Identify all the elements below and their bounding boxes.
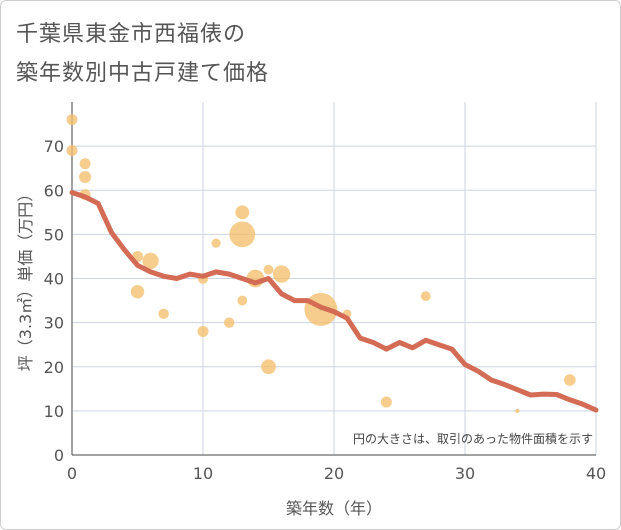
scatter-point bbox=[380, 396, 392, 408]
x-tick-label: 20 bbox=[324, 464, 344, 483]
x-tick-label: 0 bbox=[67, 464, 77, 483]
scatter-point bbox=[515, 408, 520, 414]
scatter-point bbox=[237, 295, 248, 306]
y-tick-label: 50 bbox=[44, 225, 64, 244]
y-tick-label: 10 bbox=[44, 402, 64, 421]
scatter-point bbox=[211, 238, 221, 248]
series-line-average bbox=[69, 190, 599, 413]
chart-title-line-1: 千葉県東金市西福俵の bbox=[16, 22, 247, 47]
scatter-point bbox=[420, 291, 431, 302]
scatter-point bbox=[564, 374, 576, 386]
scatter-point bbox=[223, 317, 235, 328]
chart-title-line-2: 築年数別中古戸建て価格 bbox=[16, 61, 270, 86]
scatter-point bbox=[79, 158, 91, 170]
chart-annotation: 円の大きさは、取引のあった物件面積を示す bbox=[353, 431, 593, 446]
y-axis-title: 坪（3.3㎡）単価（万円） bbox=[16, 186, 35, 371]
y-tick-label: 40 bbox=[44, 270, 64, 289]
y-tick-label: 0 bbox=[54, 446, 64, 465]
scatter-point bbox=[142, 252, 159, 270]
scatter-point bbox=[272, 265, 291, 283]
scatter-point bbox=[261, 359, 276, 375]
x-axis-title: 築年数（年） bbox=[286, 499, 382, 518]
y-tick-label: 70 bbox=[44, 137, 64, 156]
x-tick-label: 40 bbox=[586, 464, 606, 483]
x-tick-label: 30 bbox=[455, 464, 475, 483]
y-tick-label: 30 bbox=[44, 314, 64, 333]
scatter-point bbox=[158, 308, 169, 320]
scatter-point bbox=[197, 325, 209, 337]
scatter-point bbox=[66, 114, 78, 126]
scatter-point bbox=[130, 285, 145, 299]
scatter-point bbox=[79, 170, 92, 184]
scatter-point bbox=[235, 205, 250, 220]
scatter-point bbox=[66, 145, 78, 157]
y-tick-label: 20 bbox=[44, 358, 64, 377]
x-tick-label: 10 bbox=[193, 464, 213, 483]
scatter-point bbox=[263, 264, 274, 275]
scatter-point bbox=[229, 221, 256, 248]
y-tick-label: 60 bbox=[44, 181, 64, 200]
